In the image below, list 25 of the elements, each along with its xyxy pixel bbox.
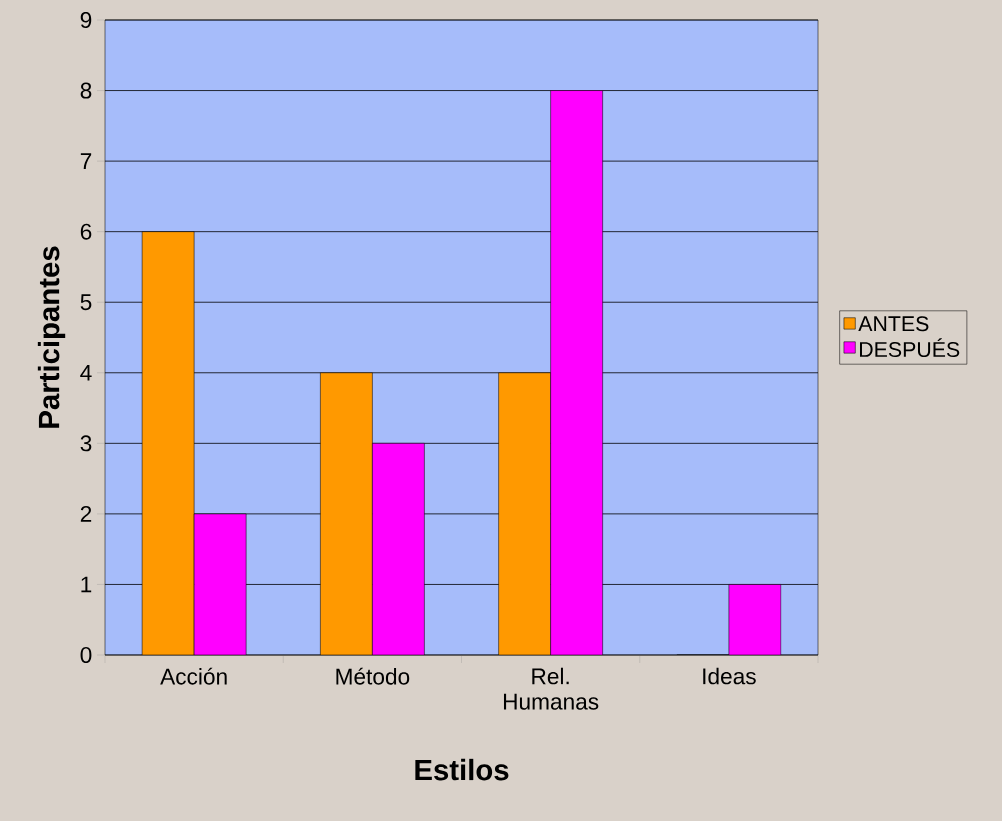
- bar: [372, 443, 425, 655]
- x-axis-title: Estilos: [415, 758, 509, 781]
- y-tick-label: 8: [80, 82, 92, 99]
- x-tick-label: Rel. Humanas: [503, 667, 599, 710]
- y-tick-label: 6: [80, 223, 92, 240]
- y-tick-label: 0: [80, 646, 92, 664]
- y-tick-label: 9: [80, 11, 92, 29]
- x-tick-label: Acción: [160, 667, 227, 685]
- x-tick-label: Método: [336, 667, 410, 685]
- legend-label: DESPUÉS: [860, 338, 960, 358]
- bar: [728, 584, 782, 655]
- bar: [320, 372, 373, 655]
- bar: [194, 513, 247, 655]
- bar: [142, 231, 195, 655]
- y-tick-label: 7: [80, 153, 92, 169]
- y-axis-title: Participantes: [37, 246, 66, 428]
- bar: [550, 90, 603, 655]
- bar: [498, 372, 551, 655]
- legend-label: ANTES: [858, 316, 929, 332]
- y-tick-label: 1: [81, 576, 92, 593]
- y-tick-label: 2: [80, 505, 92, 522]
- y-tick-label: 3: [80, 435, 92, 452]
- y-tick-label: 5: [80, 294, 92, 311]
- x-tick-label: Ideas: [703, 667, 756, 685]
- y-tick-label: 4: [80, 364, 92, 381]
